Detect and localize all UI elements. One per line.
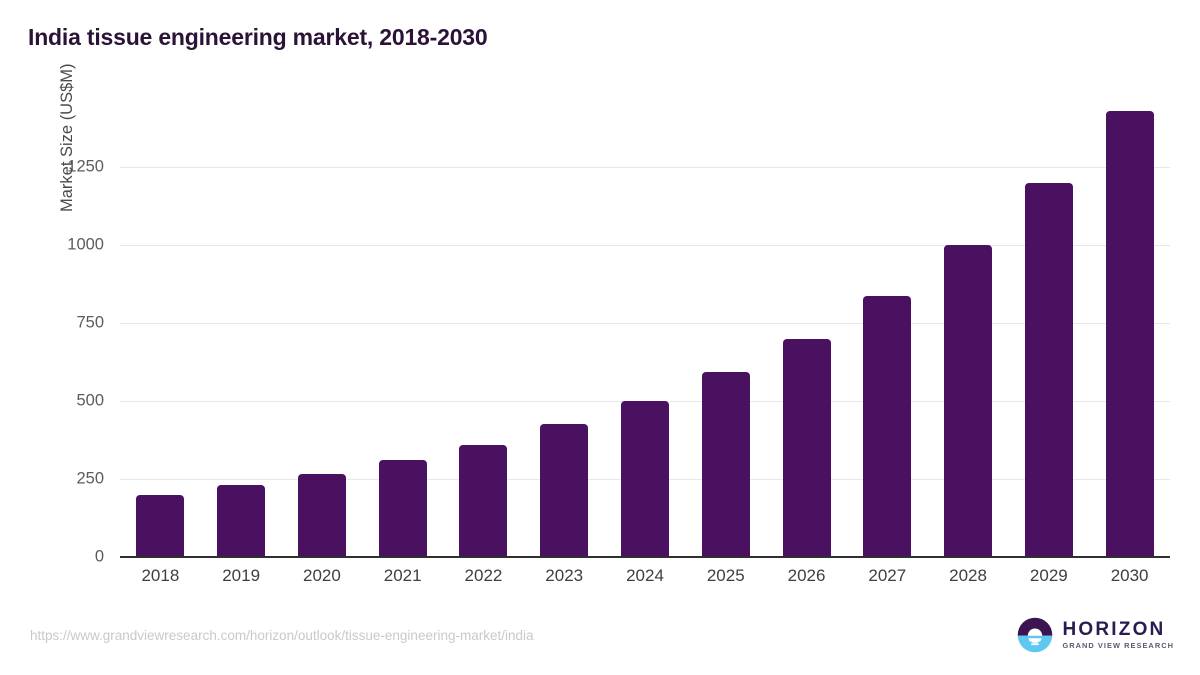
bar[interactable] bbox=[540, 424, 589, 557]
x-axis-tick-label: 2022 bbox=[464, 566, 503, 585]
bar[interactable] bbox=[136, 494, 185, 557]
page-title: India tissue engineering market, 2018-20… bbox=[28, 24, 488, 50]
x-axis-tick-label: 2026 bbox=[787, 566, 826, 585]
x-axis-tick-label: 2030 bbox=[1110, 566, 1149, 585]
x-axis-tick-label: 2023 bbox=[545, 566, 584, 585]
y-axis-tick-label: 1000 bbox=[67, 235, 104, 254]
y-axis-title: Market Size (US$M) bbox=[58, 63, 76, 212]
plot-area: 0 250 500 750 1000 1250 2018 2019 2020 2021 2022 2… bbox=[58, 63, 1170, 585]
bar[interactable] bbox=[701, 371, 750, 557]
bar[interactable] bbox=[863, 296, 912, 557]
bar[interactable] bbox=[782, 338, 831, 557]
bar[interactable] bbox=[459, 444, 508, 557]
bar[interactable] bbox=[378, 460, 427, 557]
y-axis-tick-label: 750 bbox=[76, 313, 104, 332]
bar[interactable] bbox=[944, 244, 993, 557]
y-axis-tick-label: 250 bbox=[76, 469, 104, 488]
x-axis-line bbox=[120, 556, 1170, 558]
x-axis-tick-label: 2018 bbox=[141, 566, 180, 585]
y-axis-tick-label: 0 bbox=[94, 547, 104, 566]
y-axis-tick-label: 1250 bbox=[67, 157, 104, 176]
bar[interactable] bbox=[621, 400, 669, 557]
gridline bbox=[120, 322, 1170, 324]
x-axis-tick-label: 2019 bbox=[222, 566, 261, 585]
bar[interactable] bbox=[297, 473, 346, 557]
horizon-sun-logo-icon bbox=[1018, 617, 1053, 653]
x-axis-tick-label: 2025 bbox=[706, 566, 745, 585]
x-axis-tick-label: 2028 bbox=[949, 566, 987, 585]
x-axis-tick-label: 2027 bbox=[868, 566, 907, 585]
x-axis-tick-label: 2024 bbox=[626, 566, 664, 585]
bar[interactable] bbox=[1024, 183, 1073, 557]
bar[interactable] bbox=[1105, 110, 1154, 557]
logo-tagline: GRAND VIEW RESEARCH bbox=[1062, 641, 1174, 651]
bar[interactable] bbox=[217, 485, 266, 557]
x-axis-tick-label: 2020 bbox=[303, 566, 341, 585]
source-url-text: https://www.grandviewresearch.com/horizo… bbox=[30, 628, 534, 643]
x-axis-tick-label: 2021 bbox=[383, 566, 422, 585]
logo-text-block: HORIZON GRAND VIEW RESEARCH bbox=[1062, 620, 1174, 649]
gridline bbox=[120, 244, 1170, 246]
gridline bbox=[120, 166, 1170, 168]
x-axis-tick-label: 2029 bbox=[1029, 566, 1068, 585]
logo-wordmark: HORIZON bbox=[1062, 619, 1166, 641]
brand-logo: HORIZON GRAND VIEW RESEARCH bbox=[1017, 617, 1174, 653]
y-axis-tick-label: 500 bbox=[76, 391, 104, 410]
